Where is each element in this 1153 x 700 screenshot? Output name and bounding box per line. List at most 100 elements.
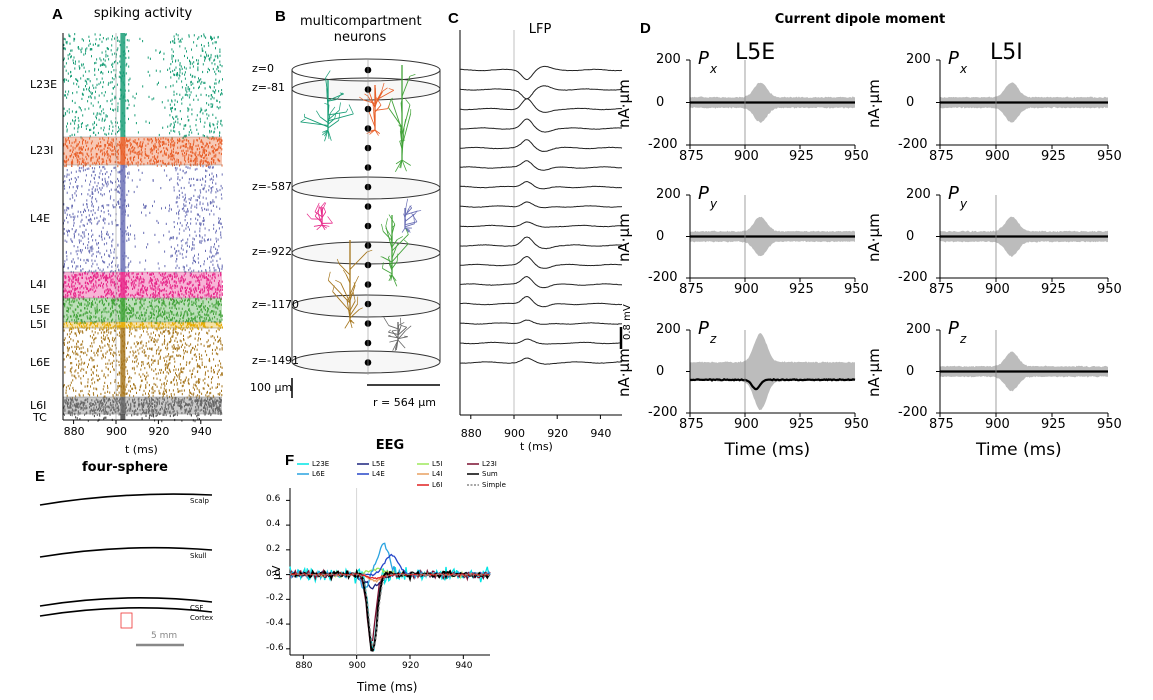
dipole-xtick-label: 925 [789,282,814,297]
dipole-xtick-label: 875 [679,282,704,297]
raster-event-l5e [120,298,126,322]
eeg-legend-label-l23i: L23I [482,460,497,468]
eeg-trace-simple [289,571,491,650]
dipole-xtick-label: 950 [844,149,869,164]
dipole-component-sub-y: y [710,197,718,211]
neuron-l4e [401,198,422,233]
raster-event-tc [120,414,126,420]
lfp-xtick-label: 880 [460,427,482,440]
eeg-trace-l6i [289,572,491,580]
panel-a-title: spiking activity [93,6,193,21]
panel-d-col-left: L5E [735,40,776,65]
dipole-xtick-label: 950 [844,282,869,297]
dipole-xtick-label: 900 [985,282,1010,297]
dipole-ytick-label: 0 [906,228,915,244]
lfp-trace [459,201,623,209]
sphere-arc-cortex [39,607,213,617]
lfp-trace [459,338,622,345]
raster-event-l23e [120,33,126,137]
eeg-trace-l23e [289,566,491,651]
lfp-xtick-label: 940 [590,427,612,440]
dipole-xtick-label: 925 [789,417,814,432]
panel-e-title: four-sphere [82,460,168,475]
eeg-legend-label-l5e: L5E [372,460,385,468]
eeg-xtick-label: 900 [348,661,366,671]
eeg-xtick-label: 940 [455,661,473,671]
dipole-xtick-label: 925 [1041,149,1066,164]
dipole-xtick-label: 900 [734,417,759,432]
eeg-ylabel: μV [270,565,283,580]
panel-b-title-line1: multicompartment [300,14,422,29]
raster-label-l4e: L4E [30,211,51,225]
eeg-ytick-label: 0.4 [266,519,281,530]
sphere-arc-csf [39,597,213,607]
raster-label-l5e: L5E [30,303,51,316]
panel-a-letter: A [52,6,63,23]
dipole-xlabel-l5i: Time (ms) [976,440,1062,460]
cortex-patch [120,612,133,629]
raster-band-tc [75,414,200,423]
eeg-trace-l6e [289,542,491,590]
raster-xtick-label: 900 [106,425,127,438]
panel-d-col-right: L5I [990,40,1023,65]
dipole-xtick-label: 900 [985,417,1010,432]
neuron-l5e [380,214,409,287]
dipole-xtick-label: 875 [679,149,704,164]
four-sphere-diagram [39,493,213,647]
raster-event-l4i [120,272,126,298]
dipole-xtick-label: 875 [679,417,704,432]
raster-event-l23i [120,137,126,165]
dipole-ytick-label: 0 [656,228,665,244]
eeg-ytick-label: 0.2 [266,543,281,554]
panel-f-title: EEG [375,438,405,453]
dipole-component-x: P [948,48,959,69]
dipole-ylabel: nA·μm [865,78,883,128]
raster-band-l5e [63,298,223,325]
dipole-xtick-label: 900 [734,282,759,297]
neuron-l6i [383,317,412,352]
dipole-ytick-label: 0 [656,94,665,110]
dipole-ytick-label: -200 [898,137,928,152]
raster-plot [62,33,223,424]
eeg-trace-l23i [289,568,491,643]
sphere-label-csf: CSF [190,604,204,612]
dipole-ytick-label: 200 [656,187,681,202]
raster-xtick-label: 880 [63,425,85,438]
panel-d-letter: D [640,20,651,37]
dipole-ytick-label: 0 [906,94,915,110]
panel-c-title: LFP [528,22,552,37]
dipole-xtick-label: 875 [929,417,954,432]
dipole-l5i-px [936,59,1109,149]
lfp-trace [459,118,623,133]
dipole-l5i-py [936,194,1109,282]
raster-xtick-label: 940 [190,425,212,438]
lfp-trace [459,65,623,81]
dipole-ytick-label: 0 [656,363,665,379]
raster-band-l6i [63,397,223,417]
panel-d-title: Current dipole moment [774,12,946,27]
dipole-xtick-label: 950 [1097,282,1122,297]
eeg-ytick-label: -0.4 [266,618,284,629]
dipole-ylabel: nA·μm [615,212,633,262]
sphere-label-scalp: Scalp [190,497,209,505]
dipole-ytick-label: 0 [906,363,915,379]
sphere-arc-skull [39,546,213,558]
lfp-trace [459,255,623,269]
dipole-ytick-label: 200 [656,322,681,337]
raster-label-l5i: L5I [30,318,47,331]
eeg-trace-sum [289,568,491,652]
depth-label-1: z=-81 [252,81,285,94]
lfp-trace [460,275,623,289]
depth-label-4: z=-1170 [252,298,299,311]
sphere-label-cortex: Cortex [190,614,214,622]
raster-event-l6e [120,328,126,397]
raster-label-l6e: L6E [30,355,51,369]
depth-label-5: z=-1491 [252,354,299,367]
sphere-label-skull: Skull [190,552,207,560]
lfp-trace [459,160,623,171]
panel-b-title-line2: neurons [333,30,387,45]
eeg-plot [286,463,491,659]
dipole-ytick-label: 200 [656,52,681,67]
dipole-component-y: P [698,183,709,204]
